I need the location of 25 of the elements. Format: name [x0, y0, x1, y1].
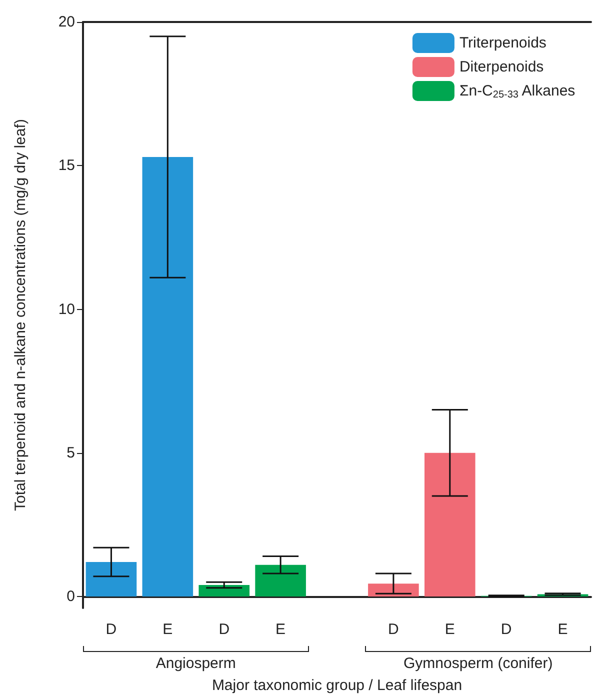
- y-tick-label: 5: [66, 444, 75, 462]
- text: Angiosperm: [156, 655, 236, 672]
- x-tick-label: E: [162, 621, 173, 638]
- y-tick-label: 0: [66, 588, 75, 606]
- x-axis-title: Major taxonomic group / Leaf lifespan: [212, 677, 462, 694]
- legend-label: Triterpenoids: [459, 34, 546, 52]
- bar: [142, 157, 194, 597]
- y-tick-label: 20: [58, 14, 75, 30]
- legend-label: Diterpenoids: [459, 58, 544, 76]
- y-tick-label: 15: [58, 157, 75, 174]
- x-tick-label: D: [500, 621, 512, 638]
- bar: [198, 585, 250, 597]
- x-tick-label: D: [218, 621, 230, 638]
- text: Gymnosperm (conifer): [404, 655, 553, 672]
- bar: [255, 564, 306, 597]
- bar: [86, 562, 137, 597]
- y-tick-label: 10: [58, 300, 75, 318]
- x-tick-label: E: [444, 621, 455, 638]
- x-tick-label: E: [276, 621, 286, 638]
- x-tick-label: D: [388, 621, 400, 638]
- bar: [368, 584, 419, 597]
- bar: [424, 452, 476, 597]
- y-axis-title: Total terpenoid and n-alkane concentrations (mg/g dry leaf): [12, 119, 29, 511]
- x-tick-label: E: [558, 621, 568, 638]
- x-tick-label: D: [106, 621, 117, 638]
